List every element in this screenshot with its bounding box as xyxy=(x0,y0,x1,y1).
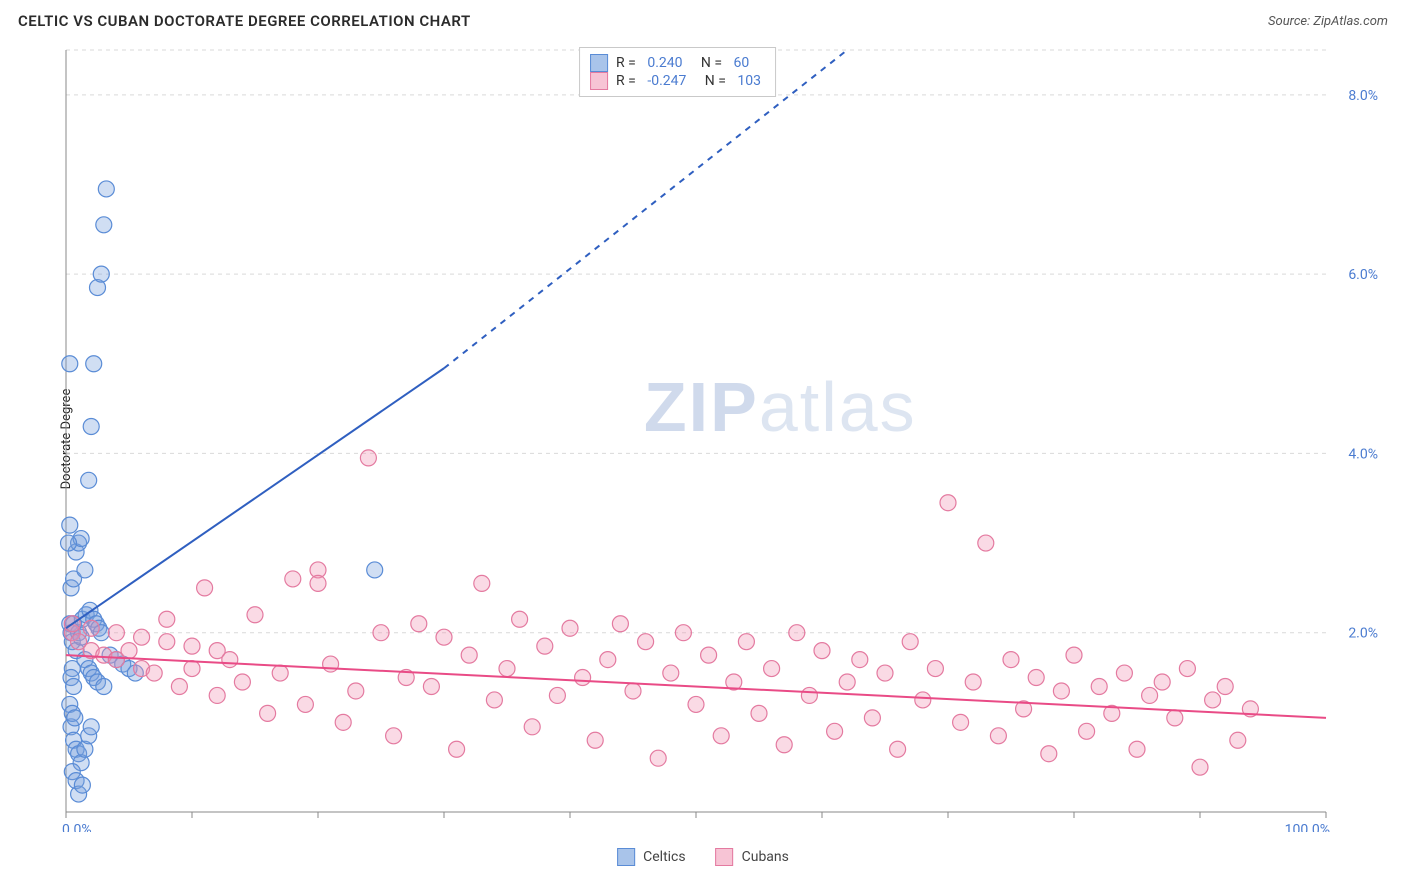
svg-text:4.0%: 4.0% xyxy=(1348,446,1378,462)
svg-text:8.0%: 8.0% xyxy=(1348,88,1378,104)
legend-n-label: N = xyxy=(690,55,725,71)
correlation-legend: R = 0.240 N = 60 R = -0.247 N = 103 xyxy=(579,47,776,97)
series-legend-celtics: Celtics xyxy=(617,848,685,866)
legend-n-value-celtics: 60 xyxy=(734,55,750,71)
series-name-celtics: Celtics xyxy=(643,849,685,865)
swatch-icon xyxy=(716,848,734,866)
legend-row-cubans: R = -0.247 N = 103 xyxy=(590,72,761,90)
legend-r-label: R = xyxy=(616,73,639,89)
legend-swatch-cubans xyxy=(590,72,608,90)
series-legend: Celtics Cubans xyxy=(617,848,789,866)
source-label: Source: ZipAtlas.com xyxy=(1268,14,1388,29)
svg-text:0.0%: 0.0% xyxy=(62,822,92,832)
swatch-icon xyxy=(617,848,635,866)
scatter-plot-svg: 2.0% 4.0% 6.0% 8.0% 0.0% 100.0% xyxy=(58,45,1386,832)
chart-title: CELTIC VS CUBAN DOCTORATE DEGREE CORRELA… xyxy=(18,12,471,30)
svg-text:2.0%: 2.0% xyxy=(1348,626,1378,642)
svg-text:100.0%: 100.0% xyxy=(1285,822,1330,832)
legend-swatch-celtics xyxy=(590,54,608,72)
legend-r-value-celtics: 0.240 xyxy=(647,55,682,71)
series-legend-cubans: Cubans xyxy=(716,848,789,866)
svg-text:6.0%: 6.0% xyxy=(1348,267,1378,283)
legend-row-celtics: R = 0.240 N = 60 xyxy=(590,54,761,72)
plot-area: Doctorate Degree R = 0.240 N = 60 R = -0… xyxy=(40,45,1386,832)
legend-n-value-cubans: 103 xyxy=(737,73,761,89)
legend-r-value-cubans: -0.247 xyxy=(647,73,686,89)
legend-r-label: R = xyxy=(616,55,639,71)
series-name-cubans: Cubans xyxy=(742,849,789,865)
legend-n-label: N = xyxy=(694,73,729,89)
